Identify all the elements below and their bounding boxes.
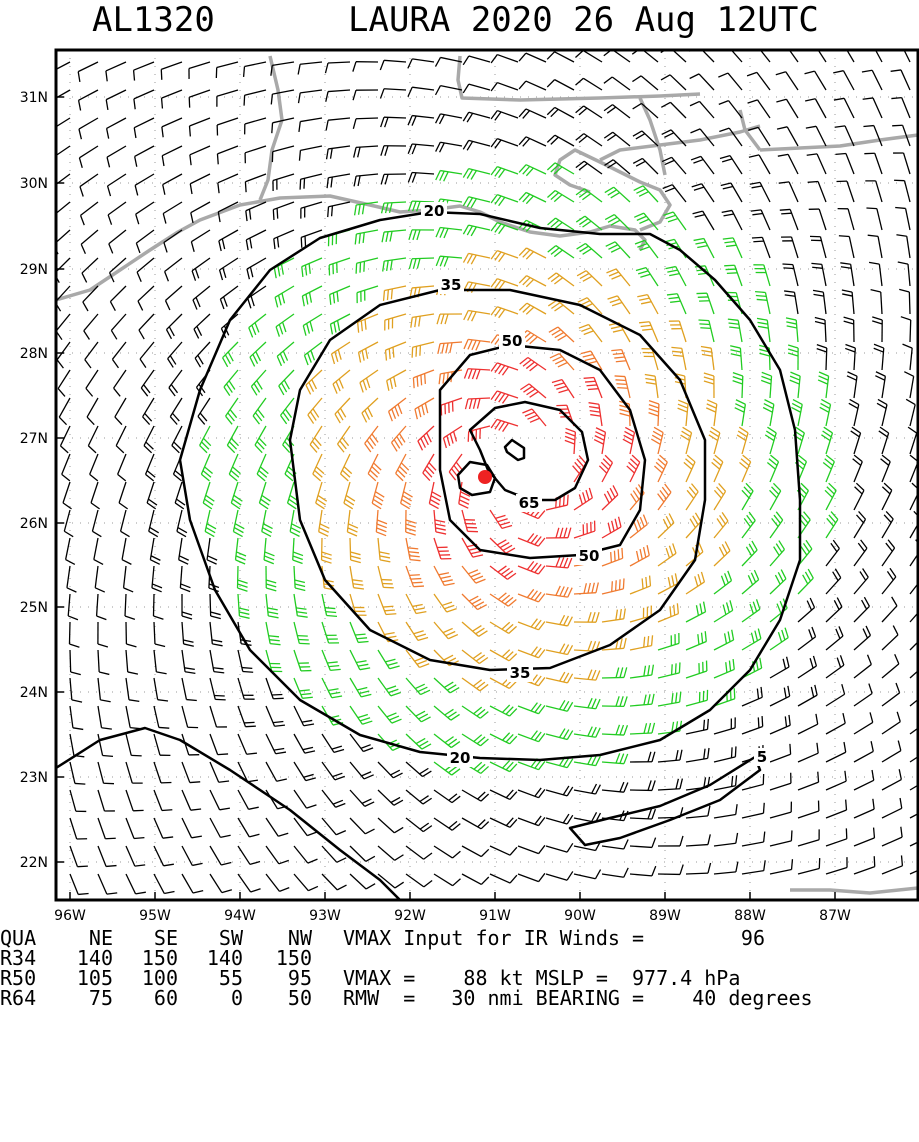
lat-label-22N: 22N <box>20 855 48 871</box>
contour-label-50-bottom: 50 <box>579 547 600 565</box>
contour-50 <box>440 345 645 558</box>
lat-label-31N: 31N <box>20 90 48 106</box>
footer-r64-ne: 75 <box>53 987 113 1009</box>
footer-vmax-input-text: VMAX Input for IR Winds = <box>343 927 644 949</box>
lon-label-96W: 96W <box>54 908 86 924</box>
contour-label-50-top: 50 <box>502 332 523 350</box>
footer-r64-row: R64 75 60 0 50 RMW = 30 nmi BEARING = 40… <box>0 987 24 1141</box>
latitude-labels: 31N 30N 29N 28N 27N 26N 25N 24N 23N 22N <box>20 90 48 871</box>
lon-label-91W: 91W <box>479 908 511 924</box>
lon-label-93W: 93W <box>309 908 341 924</box>
contour-label-5: 5 <box>757 748 767 766</box>
footer-r64-label: R64 <box>0 987 36 1009</box>
footer-vmax-input-value: 96 <box>705 927 765 949</box>
wind-field-map: 20 35 50 65 50 35 20 5 31N 30N 29N 28N 27N 26… <box>0 0 919 1014</box>
contour-label-35-top: 35 <box>441 276 462 294</box>
lat-label-25N: 25N <box>20 600 48 616</box>
lon-label-88W: 88W <box>734 908 766 924</box>
contour-label-65: 65 <box>519 494 540 512</box>
lat-label-29N: 29N <box>20 262 48 278</box>
lat-label-30N: 30N <box>20 176 48 192</box>
contour-label-20-top: 20 <box>424 202 445 220</box>
contour-label-35-bottom: 35 <box>510 664 531 682</box>
lon-label-94W: 94W <box>224 908 256 924</box>
contour-label-20-bottom: 20 <box>450 749 471 767</box>
longitude-labels: 96W 95W 94W 93W 92W 91W 90W 89W 88W 87W <box>54 908 851 924</box>
footer-r64-se: 60 <box>118 987 178 1009</box>
lat-label-23N: 23N <box>20 770 48 786</box>
lat-label-24N: 24N <box>20 685 48 701</box>
footer-r64-nw: 50 <box>252 987 312 1009</box>
storm-center-marker <box>478 470 492 484</box>
lat-label-27N: 27N <box>20 431 48 447</box>
lat-label-28N: 28N <box>20 346 48 362</box>
lon-label-92W: 92W <box>394 908 426 924</box>
footer-rmw-bearing-text: RMW = 30 nmi BEARING = 40 degrees <box>343 987 813 1009</box>
footer-r64-sw: 0 <box>183 987 243 1009</box>
lon-label-89W: 89W <box>649 908 681 924</box>
lon-label-87W: 87W <box>819 908 851 924</box>
contour-inner-ring-b <box>505 440 524 460</box>
lon-label-90W: 90W <box>564 908 596 924</box>
lat-label-26N: 26N <box>20 516 48 532</box>
lon-label-95W: 95W <box>139 908 171 924</box>
